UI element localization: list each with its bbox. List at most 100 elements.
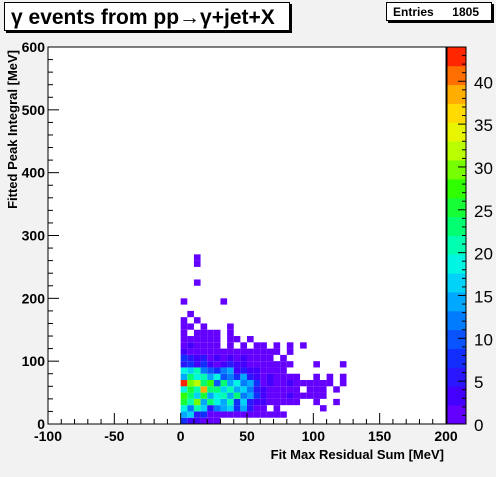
stats-entries-label: Entries bbox=[393, 5, 434, 19]
heatmap-cell bbox=[266, 367, 274, 374]
heatmap-cell bbox=[193, 380, 201, 387]
heatmap-cell bbox=[253, 354, 261, 362]
heatmap-cell bbox=[187, 417, 194, 424]
heatmap-cell bbox=[300, 380, 307, 387]
heatmap-cell bbox=[273, 380, 281, 387]
heatmap-cell bbox=[260, 386, 267, 393]
heatmap-cell bbox=[207, 380, 214, 387]
color-scale-band bbox=[447, 178, 466, 199]
heatmap-cell bbox=[213, 411, 221, 418]
heatmap-cell bbox=[213, 354, 221, 362]
heatmap-cell bbox=[213, 405, 221, 412]
color-scale-band bbox=[447, 47, 466, 67]
heatmap-cell bbox=[233, 398, 241, 406]
heatmap-cell bbox=[319, 386, 327, 393]
heatmap-cell bbox=[180, 373, 188, 381]
heatmap-cell bbox=[273, 361, 281, 368]
color-scale-band bbox=[447, 405, 466, 425]
y-tick-label: 100 bbox=[22, 353, 46, 369]
heatmap-cell bbox=[233, 373, 241, 381]
heatmap-cell bbox=[180, 323, 188, 330]
heatmap-cell bbox=[200, 348, 208, 355]
heatmap-cell bbox=[193, 354, 201, 362]
heatmap-cell bbox=[213, 386, 221, 393]
heatmap-cell bbox=[227, 373, 234, 381]
heatmap-cell bbox=[193, 386, 201, 393]
heatmap-cell bbox=[233, 405, 241, 412]
heatmap-cell bbox=[193, 411, 201, 418]
heatmap-cell bbox=[200, 323, 208, 330]
heatmap-cell bbox=[293, 386, 301, 393]
heatmap-cell bbox=[273, 367, 281, 374]
heatmap-cell bbox=[180, 367, 188, 374]
heatmap-cell bbox=[280, 398, 287, 406]
color-scale-band bbox=[447, 386, 466, 406]
heatmap-cell bbox=[240, 373, 247, 381]
heatmap-cell bbox=[207, 411, 214, 418]
heatmap-cell bbox=[207, 386, 214, 393]
color-scale-band bbox=[447, 329, 466, 349]
heatmap-cell bbox=[213, 336, 221, 343]
heatmap-cell bbox=[313, 398, 320, 406]
heatmap-cell bbox=[180, 317, 188, 324]
heatmap-cell bbox=[260, 373, 267, 381]
heatmap-cell bbox=[187, 398, 194, 406]
heatmap-cell bbox=[207, 367, 214, 374]
heatmap-cell bbox=[253, 405, 261, 412]
heatmap-cell bbox=[227, 386, 234, 393]
heatmap-cell bbox=[207, 373, 214, 381]
heatmap-cell bbox=[260, 348, 267, 355]
heatmap-cell bbox=[339, 380, 347, 387]
heatmap-cell bbox=[200, 361, 208, 368]
heatmap-cell bbox=[260, 398, 267, 406]
color-scale-band bbox=[447, 197, 466, 218]
heatmap-cell bbox=[253, 367, 261, 374]
heatmap-cell bbox=[213, 373, 221, 381]
y-tick-label: 300 bbox=[22, 228, 46, 244]
heatmap-cell bbox=[180, 342, 188, 349]
axes: -100 -50 0 50 100 150 200 0 100 200 300 400 500 600 bbox=[22, 39, 458, 444]
x-tick-label: 0 bbox=[177, 428, 185, 444]
heatmap-cell bbox=[200, 405, 208, 412]
heatmap-cell bbox=[207, 417, 214, 424]
heatmap-cells bbox=[180, 254, 347, 424]
heatmap-cell bbox=[260, 380, 267, 387]
heatmap-cell bbox=[266, 380, 274, 387]
heatmap-cell bbox=[247, 405, 254, 412]
heatmap-cell bbox=[193, 279, 201, 286]
heatmap-cell bbox=[187, 310, 194, 318]
heatmap-cell bbox=[180, 411, 188, 418]
color-scale-band bbox=[447, 292, 466, 312]
heatmap-cell bbox=[187, 380, 194, 387]
heatmap-cell bbox=[187, 354, 194, 362]
heatmap-cell bbox=[273, 411, 281, 418]
heatmap-cell bbox=[193, 373, 201, 381]
heatmap-cell bbox=[280, 380, 287, 387]
heatmap-cell bbox=[233, 392, 241, 399]
heatmap-cell bbox=[286, 386, 294, 393]
heatmap-cell bbox=[220, 367, 228, 374]
heatmap-cell bbox=[266, 348, 274, 355]
heatmap-cell bbox=[233, 336, 241, 343]
heatmap-cell bbox=[213, 342, 221, 349]
heatmap-cell bbox=[286, 342, 294, 349]
heatmap-cell bbox=[220, 405, 228, 412]
heatmap-cell bbox=[286, 392, 294, 399]
heatmap-cell bbox=[180, 348, 188, 355]
heatmap-cell bbox=[253, 398, 261, 406]
heatmap-cell bbox=[233, 354, 241, 362]
heatmap-cell bbox=[200, 386, 208, 393]
heatmap-cell bbox=[247, 361, 254, 368]
heatmap-cell bbox=[220, 354, 228, 362]
heatmap-cell bbox=[247, 336, 254, 343]
heatmap-cell bbox=[193, 361, 201, 368]
heatmap-cell bbox=[266, 373, 274, 381]
color-scale-band bbox=[447, 367, 466, 387]
heatmap-cell bbox=[247, 373, 254, 381]
heatmap-cell bbox=[247, 411, 254, 418]
stats-entries-value: 1805 bbox=[452, 5, 479, 19]
heatmap-cell bbox=[286, 361, 294, 368]
heatmap-cell bbox=[227, 323, 234, 330]
z-tick-label: 20 bbox=[474, 245, 493, 264]
heatmap-cell bbox=[247, 392, 254, 399]
